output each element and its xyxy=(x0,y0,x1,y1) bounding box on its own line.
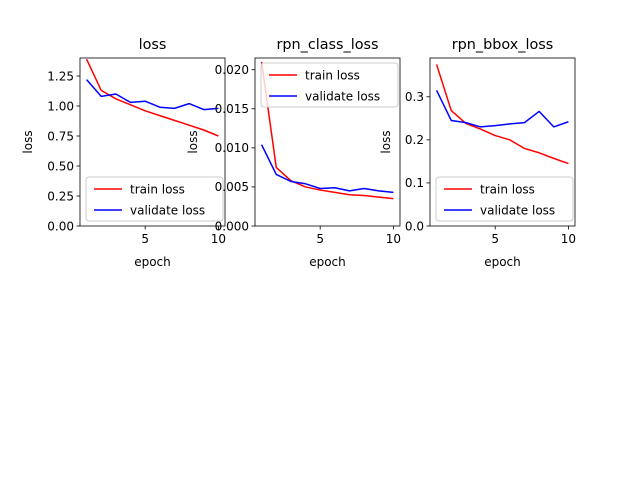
y-tick-label: 1.25 xyxy=(47,69,74,83)
series-line-train-loss xyxy=(435,64,569,165)
axes-frame xyxy=(429,57,576,227)
legend-label: validate loss xyxy=(305,90,380,104)
y-tick-label: 0.00 xyxy=(47,219,74,233)
y-tick-label: 0.3 xyxy=(405,90,424,104)
y-tick-label: 0.1 xyxy=(405,176,424,190)
x-tick-label: 5 xyxy=(316,232,324,246)
y-tick-label: 0.020 xyxy=(215,63,249,77)
series-line-train-loss xyxy=(260,61,394,200)
y-tick-label: 0.2 xyxy=(405,133,424,147)
x-axis-label: epoch xyxy=(309,255,346,269)
legend: train loss validate loss xyxy=(260,62,399,108)
y-tick-label: 0.0 xyxy=(405,219,424,233)
y-tick-label: 0.75 xyxy=(47,129,74,143)
x-axis-label: epoch xyxy=(484,255,521,269)
legend-label: train loss xyxy=(305,69,360,83)
legend: train loss validate loss xyxy=(85,176,224,222)
x-tick-label: 10 xyxy=(386,232,401,246)
y-tick-label: 1.00 xyxy=(47,99,74,113)
axes-frame xyxy=(79,57,226,227)
series-line-validate-loss xyxy=(435,89,569,128)
legend-label: train loss xyxy=(480,183,535,197)
legend-label: validate loss xyxy=(130,204,205,218)
x-axis-label: epoch xyxy=(134,255,171,269)
y-tick-label: 0.010 xyxy=(215,141,249,155)
chart-title: rpn_class_loss xyxy=(276,37,378,53)
x-tick-label: 10 xyxy=(561,232,576,246)
y-tick-label: 0.000 xyxy=(215,219,249,233)
legend-label: train loss xyxy=(130,183,185,197)
y-tick-label: 0.005 xyxy=(215,180,249,194)
x-tick-label: 5 xyxy=(141,232,149,246)
y-tick-label: 0.25 xyxy=(47,189,74,203)
chart-panel-2: 5 100.0000.0050.0100.0150.020rpn_class_lo… xyxy=(186,37,401,269)
series-line-validate-loss xyxy=(86,79,219,111)
series-line-validate-loss xyxy=(260,144,394,194)
y-axis-label: loss xyxy=(379,130,393,153)
chart-panel-1: 5 10 0.00 0.25 0.50 0.75 1.00 1.25 loss epoch loss… xyxy=(21,37,226,269)
y-axis-label: loss xyxy=(21,130,35,153)
axes-frame xyxy=(254,57,401,227)
chart-title: rpn_bbox_loss xyxy=(452,37,554,53)
y-axis-label: loss xyxy=(186,130,200,153)
y-tick-label: 0.015 xyxy=(215,102,249,116)
x-tick-label: 5 xyxy=(491,232,499,246)
chart-title: loss xyxy=(139,37,167,53)
x-tick-label: 10 xyxy=(211,232,226,246)
legend: train loss validate loss xyxy=(435,176,574,222)
y-tick-label: 0.50 xyxy=(47,159,74,173)
legend-label: validate loss xyxy=(480,204,555,218)
